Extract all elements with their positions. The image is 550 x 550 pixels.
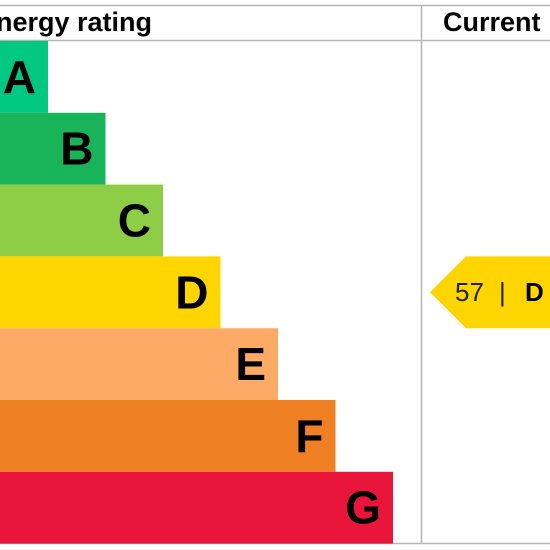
band-bar-f (0, 400, 336, 472)
chart-header: Energy rating Current (0, 7, 541, 37)
current-rating-indicator: 57 | D (430, 256, 550, 329)
current-rating-separator: | (499, 277, 506, 307)
current-column-header: Current (443, 7, 541, 37)
band-label-e: E (235, 338, 266, 390)
band-bar-a (0, 41, 48, 113)
band-label-a: A (3, 51, 36, 103)
band-label-f: F (295, 410, 323, 462)
band-bar-g (0, 471, 393, 544)
current-rating-value: 57 (455, 277, 484, 307)
band-bar-b (0, 112, 106, 185)
band-bar-d (0, 256, 221, 329)
band-bar-e (0, 328, 278, 400)
current-rating-band: D (525, 277, 544, 307)
band-label-g: G (345, 482, 381, 534)
band-label-c: C (118, 195, 151, 247)
chart-title: Energy rating (0, 7, 152, 37)
band-label-b: B (60, 123, 93, 175)
band-bar-c (0, 184, 163, 257)
current-rating-arrow (430, 256, 550, 329)
band-label-d: D (175, 266, 208, 318)
